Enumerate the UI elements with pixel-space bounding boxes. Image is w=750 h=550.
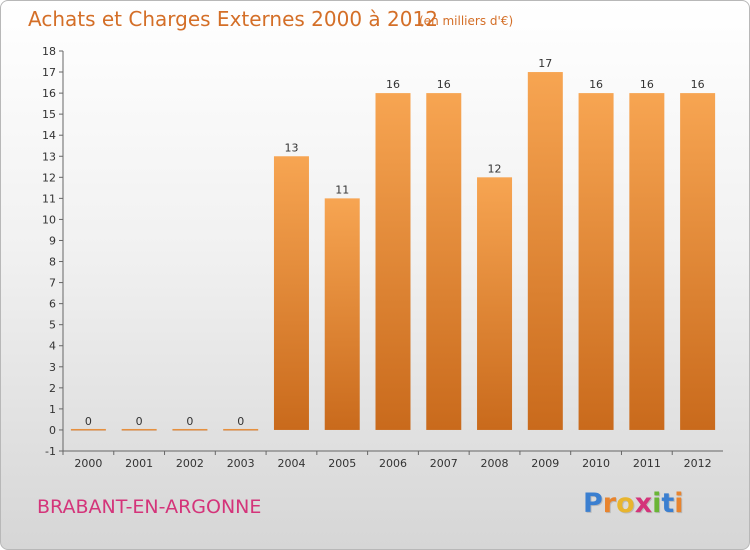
data-label: 16 [437,78,451,91]
data-label: 16 [386,78,400,91]
bars: 0 0 0 0 13 11 16 16 12 17 16 16 16 [70,57,716,431]
bar [477,177,513,430]
bar [273,156,309,430]
data-label: 16 [640,78,654,91]
bar [324,198,360,430]
y-tick-label: 9 [49,234,56,247]
y-tick-label: 11 [42,192,56,205]
logo-letter: i [674,488,684,519]
data-label: 17 [538,57,552,70]
bar [223,428,259,431]
x-tick-label: 2005 [328,457,356,470]
x-tick-label: 2007 [430,457,458,470]
chart-unit: (en milliers d'€) [419,14,514,28]
x-tick-label: 2011 [633,457,661,470]
logo-letter: t [661,488,675,519]
y-tick-label: -1 [45,445,56,458]
data-label: 16 [691,78,705,91]
y-tick-label: 0 [49,424,56,437]
data-label: 16 [589,78,603,91]
bar [70,428,106,431]
y-tick-label: 18 [42,45,56,58]
bar [375,93,411,430]
y-tick-label: 12 [42,171,56,184]
x-tick-label: 2001 [125,457,153,470]
y-tick-label: 10 [42,213,56,226]
x-tick-label: 2002 [176,457,204,470]
proxiti-logo: Proxiti [583,488,684,519]
x-tick-label: 2012 [684,457,712,470]
bar [527,72,563,430]
logo-letter: x [634,488,653,519]
y-tick-label: 5 [49,319,56,332]
x-tick-label: 2004 [277,457,305,470]
data-label: 0 [186,415,193,428]
bar [121,428,157,431]
x-tick-label: 2009 [531,457,559,470]
y-tick-label: 16 [42,87,56,100]
logo-letter: i [652,488,662,519]
y-tick-label: 15 [42,108,56,121]
entity-name: BRABANT-EN-ARGONNE [37,496,262,518]
x-tick-label: 2003 [227,457,255,470]
y-tick-label: 17 [42,66,56,79]
y-tick-label: 13 [42,150,56,163]
bar [578,93,614,430]
y-tick-label: 3 [49,361,56,374]
y-tick-label: 6 [49,298,56,311]
bar [426,93,462,430]
chart-title: Achats et Charges Externes 2000 à 2012 [28,7,438,31]
data-label: 0 [237,415,244,428]
logo-letter: o [616,488,635,519]
logo-letter: r [602,488,617,519]
y-tick-label: 1 [49,403,56,416]
bar [172,428,208,431]
x-tick-label: 2008 [481,457,509,470]
data-label: 13 [284,141,298,154]
data-label: 0 [85,415,92,428]
y-tick-label: 8 [49,256,56,269]
x-tick-label: 2006 [379,457,407,470]
data-label: 12 [488,162,502,175]
y-tick-label: 2 [49,382,56,395]
x-tick-label: 2000 [74,457,102,470]
y-tick-label: 7 [49,277,56,290]
bar [629,93,665,430]
y-tick-label: 4 [49,340,56,353]
x-tick-label: 2010 [582,457,610,470]
bar [680,93,716,430]
logo-letter: P [583,488,603,519]
data-label: 0 [136,415,143,428]
data-label: 11 [335,183,349,196]
y-tick-label: 14 [42,129,56,142]
